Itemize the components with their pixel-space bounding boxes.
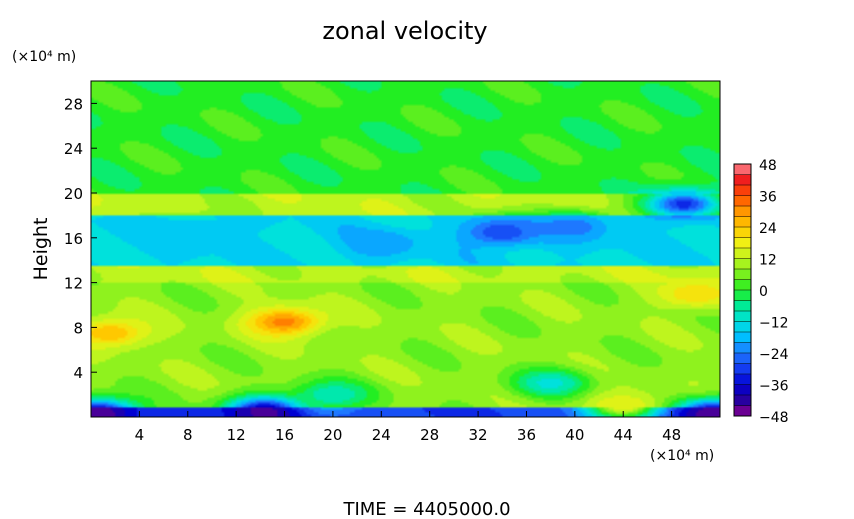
time-footer: TIME = 4405000.0 [342,499,510,519]
x-tick-label: 28 [420,426,439,444]
colorbar-label: 12 [759,253,777,269]
x-tick-label: 24 [372,426,391,444]
x-tick-label: 16 [275,426,294,444]
colorbar-bin [734,384,751,396]
colorbar-label: 0 [759,284,768,300]
x-tick-label: 44 [614,426,633,444]
colorbar-bin [734,311,751,322]
colorbar-label: −36 [759,379,789,395]
colorbar-frame [733,163,752,417]
y-scale-note: (×10⁴ m) [12,49,76,65]
colorbar-bin [734,290,751,301]
x-tick-label: 20 [323,426,342,444]
colorbar-label: −24 [759,347,789,363]
colorbar-bin [734,269,751,280]
x-tick-label: 48 [662,426,681,444]
colorbar-bin [734,300,751,312]
colorbar-label: 48 [759,158,777,174]
colorbar-bin [734,195,751,207]
colorbar-bin [734,164,751,175]
x-tick-label: 4 [135,426,145,444]
colorbar-bin [734,374,751,385]
colorbar-bin [734,332,751,343]
x-tick-label: 36 [517,426,536,444]
y-axis: 4 8 12 16 20 24 28 [64,95,97,382]
chart-title: zonal velocity [322,17,487,45]
plot-area [90,80,721,418]
y-tick-label: 20 [64,185,83,203]
y-tick-label: 4 [73,364,83,382]
colorbar-bin [734,279,751,291]
y-tick-label: 28 [64,95,83,113]
x-tick-label: 40 [565,426,584,444]
colorbar-bin [734,227,751,238]
colorbar-bin [734,363,751,375]
y-tick-label: 12 [64,275,83,293]
colorbar-bin [734,395,751,406]
y-tick-label: 24 [64,140,83,158]
x-scale-note: (×10⁴ m) [650,448,714,464]
colorbar-bin [734,216,751,228]
velocity-field [91,81,720,417]
colorbar-bin [734,258,751,270]
colorbar-bin [734,185,751,196]
plot-frame [90,80,721,418]
colorbar-bin [734,321,751,333]
colorbar-bin [734,237,751,249]
y-tick-label: 16 [64,230,83,248]
colorbar-bin [734,405,751,417]
colorbar-label: −12 [759,316,789,332]
y-tick-label: 8 [73,319,83,337]
colorbar-bin [734,206,751,217]
colorbar: 48 36 24 12 0 −12 −24 −36 −48 [733,158,789,426]
x-tick-label: 32 [469,426,488,444]
colorbar-label: 24 [759,221,777,237]
x-axis: 4 8 12 16 20 24 28 32 36 40 44 48 [135,411,681,444]
x-tick-label: 12 [227,426,246,444]
colorbar-bin [734,353,751,364]
colorbar-bin [734,248,751,259]
y-axis-label: Height [30,218,52,281]
colorbar-label: −48 [759,410,789,426]
x-tick-label: 8 [183,426,193,444]
colorbar-bin [734,174,751,186]
colorbar-bin [734,342,751,354]
colorbar-label: 36 [759,190,777,206]
